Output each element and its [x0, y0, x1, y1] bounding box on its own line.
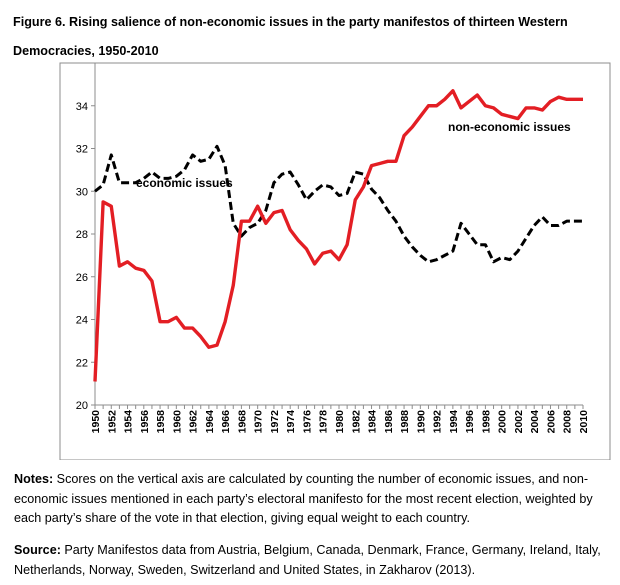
x-tick-label: 1968	[236, 410, 248, 434]
x-tick-label: 1970	[253, 410, 265, 434]
y-tick-label: 22	[76, 357, 88, 369]
x-tick-label: 1954	[123, 410, 135, 434]
x-tick-label: 2004	[529, 410, 541, 434]
economic-issues-line	[94, 144, 583, 264]
notes-label: Notes:	[14, 472, 54, 486]
x-tick-label: 1966	[220, 410, 232, 434]
x-tick-label: 1976	[301, 410, 313, 434]
x-tick-label: 1952	[106, 410, 118, 434]
x-tick-label: 1978	[318, 410, 330, 434]
y-tick-label: 28	[76, 229, 88, 241]
x-tick-label: 2008	[562, 410, 574, 434]
x-tick-label: 1956	[139, 410, 151, 434]
x-tick-label: 1962	[188, 410, 200, 434]
figure-title: Figure 6. Rising salience of non-economi…	[13, 8, 613, 66]
x-tick-label: 1960	[171, 410, 183, 434]
notes-paragraph: Notes: Scores on the vertical axis are c…	[14, 470, 612, 529]
x-tick-label: 2010	[578, 410, 590, 434]
x-tick-label: 1980	[334, 410, 346, 434]
y-tick-label: 32	[76, 144, 88, 156]
x-tick-label: 1986	[383, 410, 395, 434]
x-tick-label: 1982	[350, 410, 362, 434]
x-tick-label: 1988	[399, 410, 411, 434]
figure-title-line1: Figure 6. Rising salience of non-economi…	[13, 15, 568, 29]
x-tick-label: 1992	[432, 410, 444, 434]
source-text: Party Manifestos data from Austria, Belg…	[14, 543, 601, 577]
source-label: Source:	[14, 543, 61, 557]
x-tick-label: 2002	[513, 410, 525, 434]
non-economic-issues-line	[93, 89, 583, 382]
x-tick-label: 1974	[285, 410, 297, 434]
x-tick-label: 1998	[480, 410, 492, 434]
chart-border	[59, 62, 611, 460]
x-tick-label: 1950	[90, 410, 102, 434]
x-tick-label: 1996	[464, 410, 476, 434]
x-tick-label: 1972	[269, 410, 281, 434]
figure-title-line2: Democracies, 1950-2010	[13, 44, 159, 58]
x-tick-label: 1990	[415, 410, 427, 434]
x-tick-label: 2000	[497, 410, 509, 434]
x-tick-label: 1964	[204, 410, 216, 434]
x-axis: 1950 1952 1954 1956 1958 1960 1962 1964 1966 1968…	[90, 404, 590, 434]
series-lines	[93, 89, 583, 382]
y-tick-label: 34	[76, 101, 88, 113]
x-tick-label: 1958	[155, 410, 167, 434]
y-tick-label: 20	[76, 400, 88, 412]
y-tick-label: 30	[76, 186, 88, 198]
non-economic-issues-label: non-economic issues	[448, 120, 571, 134]
x-tick-label: 2006	[545, 410, 557, 434]
source-paragraph: Source: Party Manifestos data from Austr…	[14, 541, 612, 580]
x-tick-label: 1994	[448, 410, 460, 434]
y-tick-label: 24	[76, 315, 88, 327]
economic-issues-label: economic issues	[136, 176, 233, 190]
y-axis: 20 22 24 26 28 30 32 34	[76, 63, 96, 412]
line-chart: 20 22 24 26 28 30 32 34 1950 1952 1954 1956 1958 196…	[59, 62, 611, 460]
x-tick-label: 1984	[367, 410, 379, 434]
y-tick-label: 26	[76, 272, 88, 284]
notes-text: Scores on the vertical axis are calculat…	[14, 472, 593, 525]
